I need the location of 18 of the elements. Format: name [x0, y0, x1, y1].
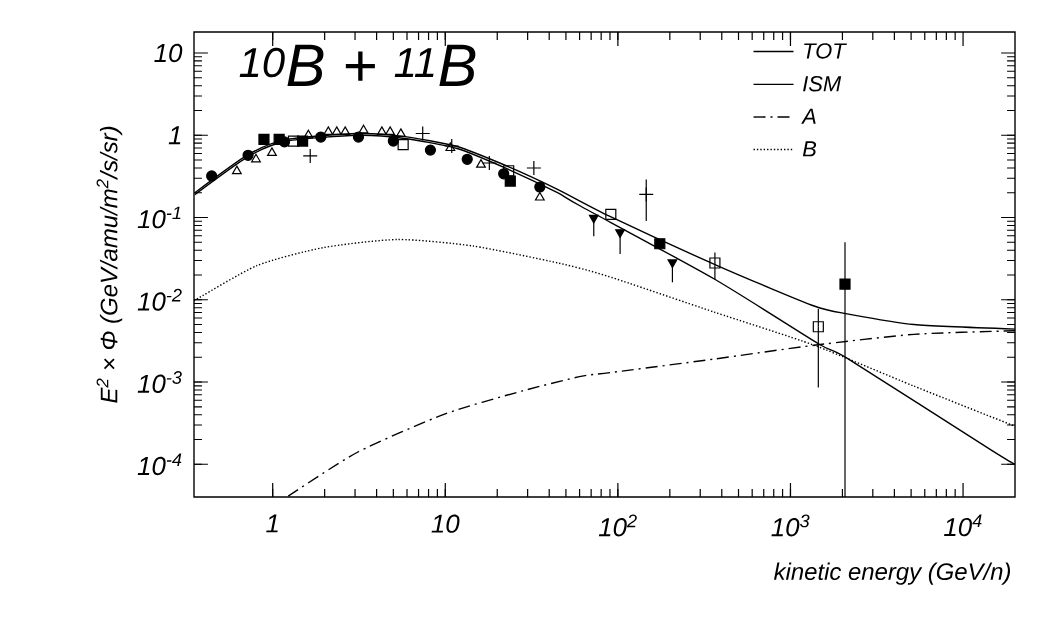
- y-tick-label: 1: [168, 126, 181, 145]
- y-axis-title: E$^{2}$ × Φ (GeV/amu/m$^{2}$/s/sr): [96, 126, 123, 403]
- y-tick-label: 10: [154, 43, 183, 63]
- legend-label: TOT: [804, 43, 847, 59]
- x-tick-label: 10$^{2}$: [598, 514, 637, 537]
- legend-label: B: [802, 141, 817, 157]
- y-tick-label: 10$^{-2}$: [137, 288, 182, 311]
- x-tick-label: 10$^{3}$: [771, 514, 810, 537]
- y-tick-label: 10$^{-1}$: [137, 206, 181, 229]
- x-tick-label: 10: [431, 514, 460, 533]
- legend-label: ISM: [803, 75, 842, 92]
- x-tick-label: 10$^{4}$: [944, 514, 982, 537]
- legend-label: A: [801, 108, 816, 124]
- x-tick-label: 1: [266, 514, 278, 533]
- y-tick-label: 10$^{-4}$: [137, 453, 182, 476]
- x-axis-title: kinetic energy (GeV/n): [774, 562, 1011, 585]
- annotation: $^{10}$B + $^{11}$B: [239, 44, 476, 86]
- y-tick-label: 10$^{-3}$: [137, 371, 182, 393]
